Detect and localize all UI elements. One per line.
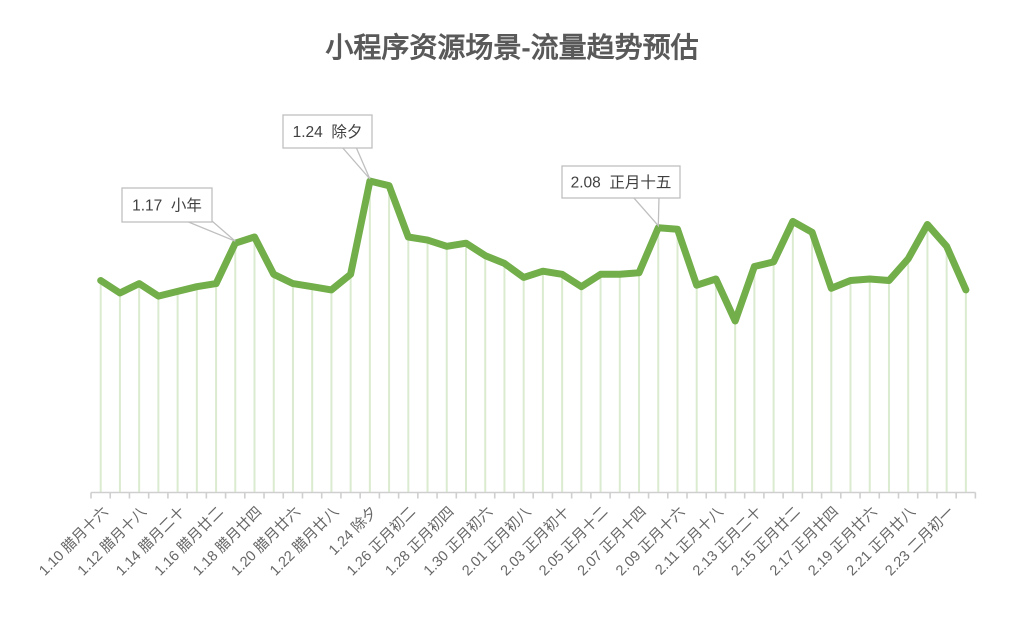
annotation-callout: 2.08 正月十五 [561,165,681,228]
annotation-callout: 1.24 除夕 [282,114,373,180]
annotation-pointer [631,196,660,228]
x-axis-label: 2.11 正月十八 [652,503,727,578]
trend-line [97,177,970,325]
annotation-label: 2.08 正月十五 [571,174,672,192]
annotation-pointer [185,220,236,242]
annotation-label: 1.24 除夕 [293,123,363,141]
x-axis [90,491,977,499]
annotation-callout: 1.17 小年 [121,187,236,242]
annotation-label: 1.17 小年 [132,197,202,215]
annotation-box [561,165,681,199]
annotations-group: 1.17 小年 1.24 除夕 2.08 正月十五 [121,114,681,242]
annotation-box [121,187,213,223]
annotation-pointer [340,146,371,180]
chart-title: 小程序资源场景-流量趋势预估 [325,31,698,63]
drop-lines-group [99,181,967,493]
annotation-box [282,114,373,149]
